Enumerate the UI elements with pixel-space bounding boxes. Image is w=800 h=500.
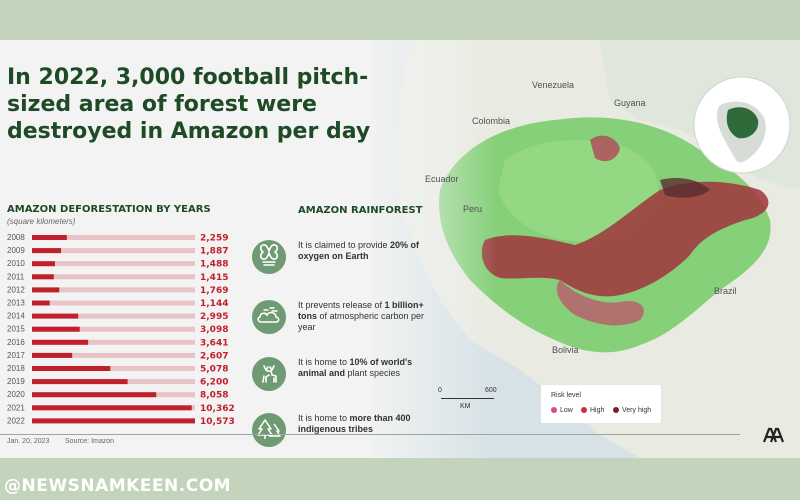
year-label: 2012: [7, 285, 25, 294]
tree-icon: [252, 413, 286, 447]
bar: [32, 313, 79, 319]
value-label: 10,362: [200, 404, 235, 414]
map-label-ecuador: Ecuador: [425, 174, 459, 184]
bar: [32, 300, 50, 306]
map-label-brazil: Brazil: [714, 286, 737, 296]
infographic-card: In 2022, 3,000 football pitch-sized area…: [0, 40, 800, 458]
bar-track: [32, 339, 195, 345]
year-label: 2009: [7, 246, 25, 255]
bar: [32, 418, 195, 424]
deforestation-bar-chart: 2008 2,259 2009 1,887 2010 1,488 2011 1,415 2012…: [7, 233, 235, 427]
year-label: 2014: [7, 312, 25, 321]
year-label: 2022: [7, 416, 25, 425]
scale-end: 600: [485, 387, 497, 394]
bar-track: [32, 326, 195, 332]
bar: [32, 392, 157, 398]
locator-globe: [693, 76, 791, 174]
bar-track: [32, 235, 195, 240]
year-label: 2015: [7, 325, 25, 334]
year-label: 2008: [7, 233, 25, 242]
map-label-peru: Peru: [463, 204, 483, 214]
year-label: 2017: [7, 351, 25, 360]
bar-track: [32, 261, 195, 267]
map-label-guyana: Guyana: [614, 98, 646, 108]
year-label: 2021: [7, 403, 25, 412]
value-label: 1,769: [200, 286, 228, 296]
legend-very-high-dot: [613, 407, 619, 414]
value-label: 1,488: [200, 260, 228, 270]
value-label: 2,607: [200, 351, 228, 361]
year-label: 2011: [7, 272, 25, 281]
watermark: @NEWSNAMKEEN.COM: [4, 476, 232, 496]
rainforest-title: AMAZON RAINFOREST: [298, 205, 423, 216]
bar: [32, 366, 111, 371]
value-label: 2,995: [200, 312, 228, 322]
legend-high-dot: [581, 407, 587, 414]
value-label: 3,641: [200, 338, 228, 348]
chart-subtitle: (square kilometers): [7, 217, 76, 226]
legend-title: Risk level: [551, 392, 581, 399]
value-label: 1,415: [200, 273, 228, 283]
scale-bar: [441, 398, 494, 399]
bar-track: [32, 352, 195, 358]
bar-track: [32, 248, 195, 254]
map-label-colombia: Colombia: [472, 116, 511, 126]
map-label-venezuela: Venezuela: [532, 80, 575, 90]
bar: [32, 379, 128, 385]
bar-track: [32, 287, 195, 293]
legend-high: High: [581, 407, 604, 414]
year-label: 2020: [7, 390, 25, 399]
bar: [32, 235, 67, 240]
headline: In 2022, 3,000 football pitch-sized area…: [7, 65, 371, 144]
bar-track: [32, 313, 195, 319]
value-label: 3,098: [200, 325, 228, 335]
agency-logo: [762, 427, 784, 443]
legend-low: Low: [551, 407, 573, 414]
amazon-map: [0, 40, 800, 458]
value-label: 1,887: [200, 247, 228, 257]
cloud-icon: [252, 300, 286, 334]
bar: [32, 352, 73, 358]
value-label: 1,144: [200, 299, 228, 309]
value-label: 10,573: [200, 417, 235, 427]
year-label: 2010: [7, 259, 25, 268]
map-label-bolivia: Bolivia: [552, 345, 579, 355]
year-label: 2019: [7, 377, 25, 386]
bar: [32, 405, 192, 411]
map-scale: 0 600 KM: [435, 387, 505, 418]
value-label: 6,200: [200, 378, 228, 388]
scale-unit: KM: [460, 403, 471, 410]
footer-source: Source: Imazon: [65, 438, 115, 445]
oxygen-icon: [252, 240, 286, 274]
deer-icon: [252, 357, 286, 391]
year-label: 2016: [7, 338, 25, 347]
bar: [32, 274, 54, 280]
year-label: 2018: [7, 364, 25, 373]
value-label: 8,058: [200, 391, 228, 401]
bar-track: [32, 300, 195, 306]
legend-very-high: Very high: [613, 407, 651, 414]
footer-date: Jan. 20, 2023: [7, 438, 50, 445]
bar: [32, 287, 60, 293]
legend-low-dot: [551, 407, 557, 414]
bar: [32, 261, 55, 267]
value-label: 2,259: [200, 234, 228, 244]
year-label: 2013: [7, 299, 25, 308]
bar: [32, 326, 80, 332]
bar: [32, 248, 62, 254]
value-label: 5,078: [200, 365, 228, 375]
bar-track: [32, 366, 195, 371]
chart-title: AMAZON DEFORESTATION BY YEARS: [7, 204, 211, 215]
bar-track: [32, 274, 195, 280]
footer-divider: [0, 434, 740, 435]
risk-legend: Risk level Low High Very high: [541, 385, 661, 423]
scale-start: 0: [438, 387, 442, 394]
bar: [32, 339, 89, 345]
